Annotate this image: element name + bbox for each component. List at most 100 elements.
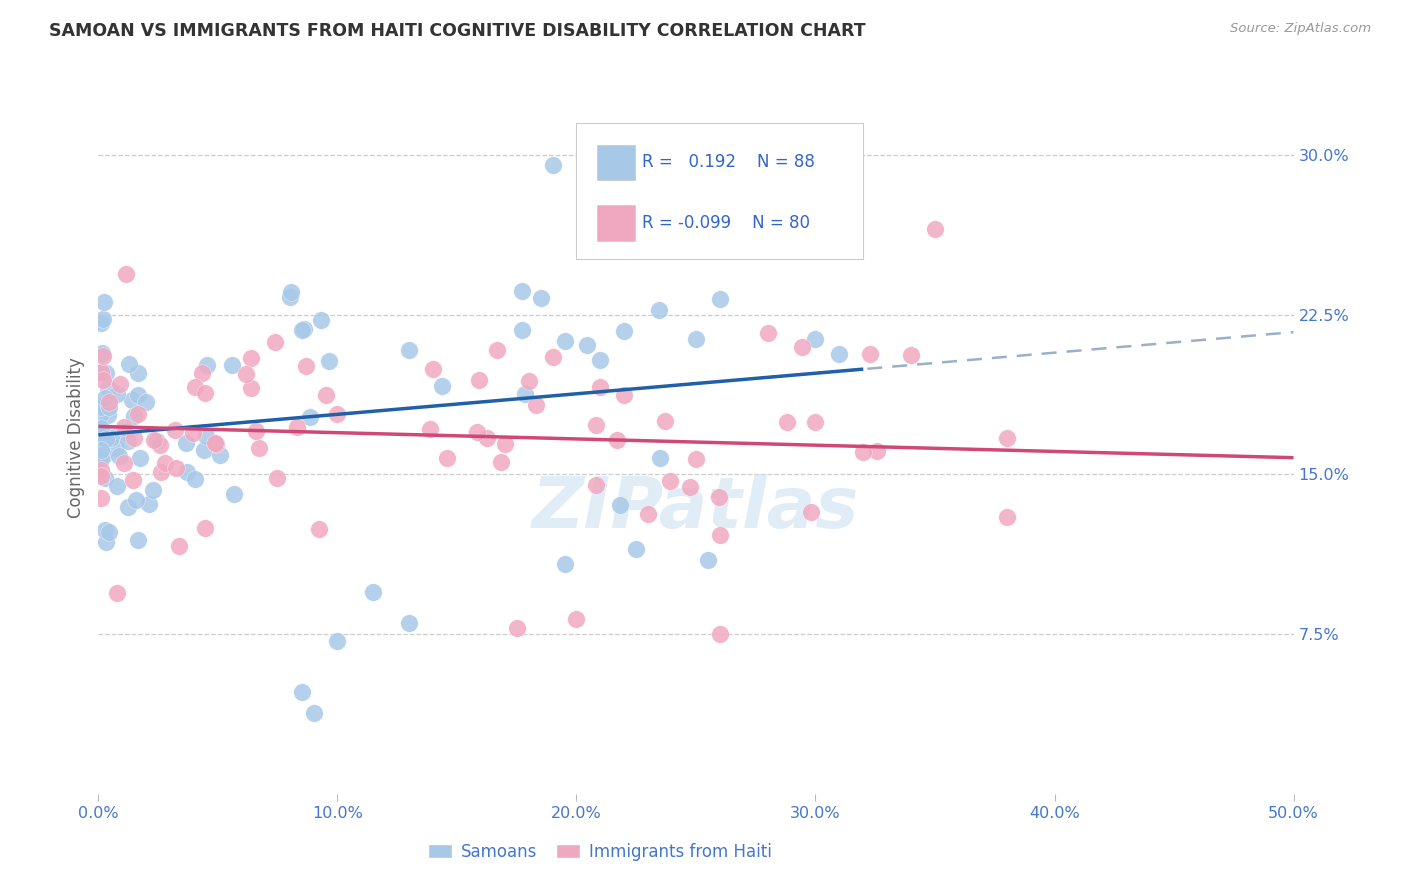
Point	[100, 431, 122, 445]
Point	[613, 388, 636, 402]
Point	[127, 407, 149, 421]
Point	[194, 386, 217, 401]
Point	[112, 456, 135, 470]
Point	[240, 381, 263, 395]
Point	[422, 361, 444, 376]
Point	[315, 388, 337, 402]
Point	[465, 425, 488, 439]
Point	[90, 463, 112, 477]
Point	[194, 521, 217, 535]
Point	[285, 419, 308, 434]
Point	[97, 408, 120, 422]
Point	[108, 376, 131, 391]
Point	[122, 431, 145, 445]
Point	[506, 621, 529, 635]
Point	[585, 418, 607, 433]
Point	[800, 505, 823, 519]
Point	[176, 436, 198, 450]
Point	[900, 348, 922, 362]
Point	[90, 428, 112, 442]
Point	[90, 317, 112, 331]
Point	[118, 357, 141, 371]
Text: ZIPatlas: ZIPatlas	[533, 474, 859, 543]
Point	[576, 235, 599, 250]
Point	[90, 401, 112, 415]
Point	[94, 366, 117, 380]
FancyBboxPatch shape	[576, 123, 863, 259]
Point	[90, 365, 112, 379]
Point	[91, 373, 114, 387]
Text: SAMOAN VS IMMIGRANTS FROM HAITI COGNITIVE DISABILITY CORRELATION CHART: SAMOAN VS IMMIGRANTS FROM HAITI COGNITIV…	[49, 22, 866, 40]
Point	[995, 431, 1018, 445]
Point	[98, 395, 121, 409]
Point	[90, 407, 112, 421]
Point	[124, 409, 146, 424]
Point	[138, 497, 160, 511]
Point	[205, 437, 228, 451]
Point	[318, 354, 340, 368]
Text: R = -0.099    N = 80: R = -0.099 N = 80	[643, 214, 810, 232]
FancyBboxPatch shape	[596, 205, 636, 241]
Point	[679, 480, 702, 494]
Point	[193, 443, 215, 458]
Text: R =   0.192    N = 88: R = 0.192 N = 88	[643, 153, 815, 171]
Point	[363, 584, 385, 599]
Point	[204, 436, 226, 450]
Point	[585, 478, 607, 492]
Point	[852, 444, 875, 458]
Point	[659, 474, 682, 488]
Point	[184, 380, 207, 394]
Point	[263, 335, 285, 350]
Point	[541, 159, 564, 173]
Point	[195, 429, 218, 443]
Point	[430, 379, 453, 393]
Point	[299, 410, 322, 425]
Y-axis label: Cognitive Disability: Cognitive Disability	[67, 357, 86, 517]
Point	[90, 491, 112, 505]
Point	[709, 292, 731, 306]
Point	[554, 334, 576, 348]
Point	[235, 368, 257, 382]
Point	[127, 533, 149, 547]
FancyBboxPatch shape	[596, 145, 636, 180]
Point	[146, 434, 169, 449]
Point	[709, 627, 731, 641]
Point	[105, 586, 128, 600]
Point	[613, 324, 636, 338]
Point	[756, 212, 779, 227]
Point	[775, 415, 797, 429]
Point	[240, 351, 263, 365]
Point	[530, 291, 553, 305]
Point	[804, 332, 827, 346]
Point	[135, 395, 157, 409]
Point	[654, 414, 676, 428]
Point	[91, 349, 114, 363]
Point	[153, 456, 176, 470]
Point	[804, 415, 827, 429]
Text: Source: ZipAtlas.com: Source: ZipAtlas.com	[1230, 22, 1371, 36]
Point	[105, 387, 128, 401]
Point	[302, 706, 325, 720]
Point	[326, 408, 349, 422]
Point	[98, 400, 121, 414]
Point	[709, 528, 731, 542]
Point	[94, 535, 117, 549]
Point	[93, 471, 115, 485]
Point	[308, 522, 330, 536]
Point	[517, 374, 540, 388]
Point	[419, 422, 441, 436]
Point	[278, 290, 301, 304]
Point	[606, 433, 628, 447]
Point	[165, 461, 187, 475]
Point	[93, 524, 115, 538]
Point	[96, 432, 118, 446]
Point	[477, 431, 499, 445]
Point	[91, 312, 114, 326]
Point	[398, 343, 420, 358]
Point	[697, 552, 720, 566]
Point	[648, 450, 672, 465]
Point	[142, 433, 165, 447]
Point	[105, 479, 128, 493]
Point	[510, 284, 533, 298]
Point	[127, 387, 149, 401]
